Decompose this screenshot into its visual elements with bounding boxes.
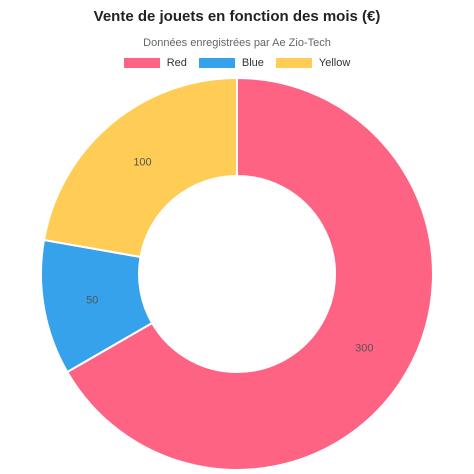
chart-legend: Red Blue Yellow	[0, 57, 474, 69]
legend-swatch-yellow	[275, 58, 312, 68]
legend-swatch-blue	[198, 58, 235, 68]
slice-red[interactable]	[65, 76, 434, 471]
legend-label-yellow: Yellow	[318, 57, 351, 69]
chart-subtitle: Données enregistrées par Ae Zio-Tech	[143, 37, 331, 49]
slice-yellow[interactable]	[42, 76, 238, 259]
legend-item-red[interactable]: Red	[123, 57, 187, 69]
legend-label-red: Red	[166, 57, 187, 69]
legend-item-blue[interactable]: Blue	[198, 57, 264, 69]
legend-label-blue: Blue	[241, 57, 264, 69]
slice-label-yellow: 100	[133, 156, 151, 168]
slice-label-blue: 50	[86, 295, 98, 307]
slice-label-red: 300	[355, 343, 373, 355]
legend-item-yellow[interactable]: Yellow	[275, 57, 351, 69]
chart-title: Vente de jouets en fonction des mois (€)	[93, 8, 381, 25]
legend-swatch-red	[123, 58, 160, 68]
